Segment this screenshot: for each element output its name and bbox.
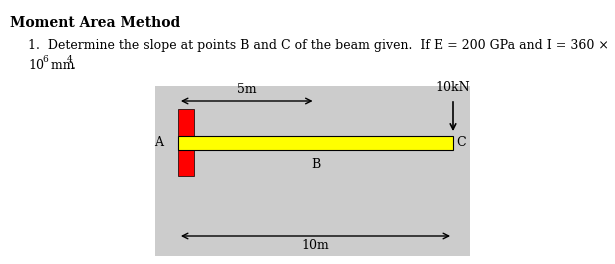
Text: 10: 10 — [28, 59, 44, 72]
Bar — [178, 109, 194, 176]
Text: 10kN: 10kN — [435, 81, 470, 94]
Text: 4: 4 — [67, 55, 73, 64]
Text: 6: 6 — [42, 55, 48, 64]
Text: 10m: 10m — [301, 239, 330, 252]
Text: Moment Area Method: Moment Area Method — [10, 16, 180, 30]
Text: 1.  Determine the slope at points B and C of the beam given.  If E = 200 GPa and: 1. Determine the slope at points B and C… — [28, 39, 609, 52]
Text: B: B — [311, 158, 320, 171]
Text: mm: mm — [47, 59, 74, 72]
Text: A: A — [154, 136, 163, 149]
Text: .: . — [72, 59, 76, 72]
Bar — [155, 86, 470, 256]
Bar — [178, 136, 453, 150]
Text: C: C — [456, 136, 466, 149]
Text: 5m: 5m — [237, 83, 256, 96]
